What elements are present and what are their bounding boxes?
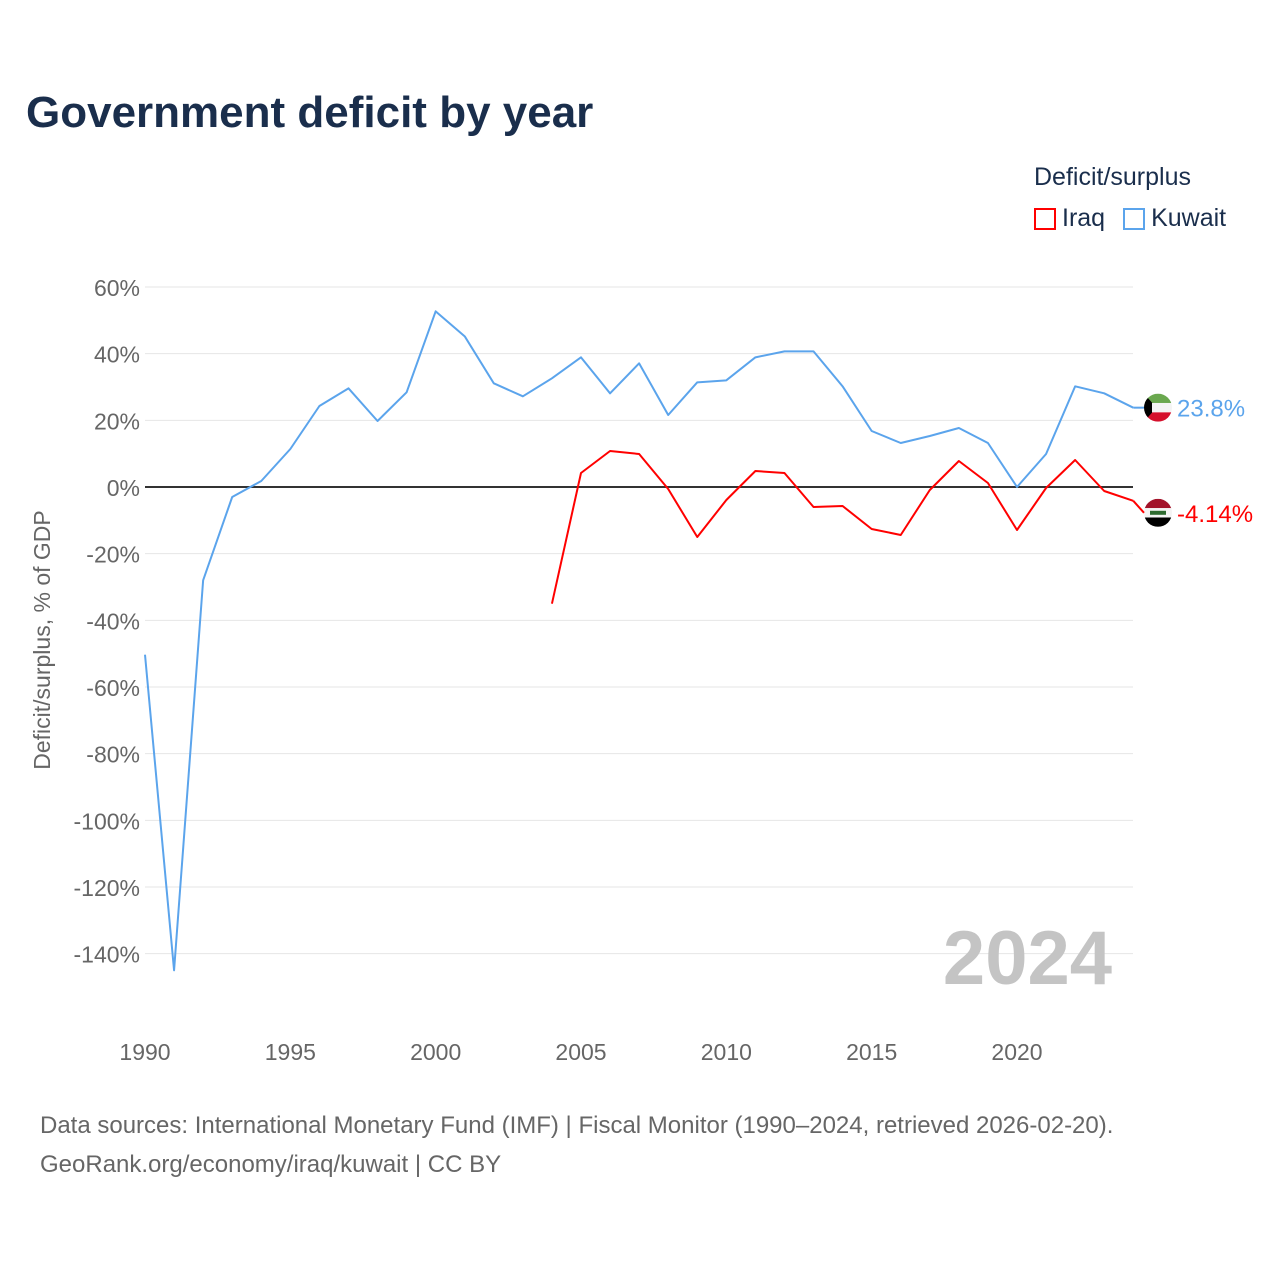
y-tick-label: -140%: [74, 942, 140, 968]
y-tick-label: 0%: [107, 475, 140, 501]
flag-body: [1144, 498, 1172, 527]
flag-emblem: [1150, 510, 1166, 515]
x-tick-label: 1990: [119, 1039, 170, 1065]
end-label-iraq: -4.14%: [1177, 501, 1253, 528]
series-line-iraq: [550, 450, 1134, 604]
y-tick-label: -60%: [86, 675, 140, 701]
flag-kuwait-icon: [1144, 393, 1172, 422]
y-tick-label: -40%: [86, 608, 140, 634]
flag-body: [1144, 393, 1172, 422]
footer: Data sources: International Monetary Fun…: [40, 1106, 1113, 1184]
y-tick-label: -120%: [74, 875, 140, 901]
end-connector: [1132, 500, 1145, 514]
footer-link[interactable]: GeoRank.org/economy/iraq/kuwait | CC BY: [40, 1151, 502, 1178]
legend-title: Deficit/surplus: [1034, 163, 1191, 191]
y-tick-label: 20%: [94, 408, 140, 434]
legend-label-iraq: Iraq: [1062, 204, 1106, 232]
legend-swatch-kuwait: [1123, 207, 1146, 230]
flag-stripe: [1144, 393, 1172, 404]
flag-iraq-icon: [1144, 498, 1172, 527]
y-tick-label: 40%: [94, 342, 140, 368]
chart-title: Government deficit by year: [26, 88, 594, 137]
legend: Iraq Kuwait: [1034, 204, 1226, 233]
flag-stripe: [1144, 402, 1172, 413]
flag-stripe: [1144, 412, 1172, 422]
x-tick-label: 2020: [991, 1039, 1042, 1065]
y-tick-label: -100%: [74, 808, 140, 834]
flag-stripe: [1144, 498, 1172, 509]
x-tick-label: 2010: [701, 1039, 752, 1065]
year-watermark: 2024: [943, 916, 1112, 1001]
flag-stripe: [1144, 517, 1172, 527]
legend-swatch-iraq: [1034, 207, 1056, 230]
end-label-kuwait: 23.8%: [1177, 396, 1245, 423]
x-tick-label: 1995: [265, 1039, 316, 1065]
series-line-kuwait: [144, 310, 1134, 972]
y-tick-label: 60%: [94, 275, 140, 301]
x-tick-label: 2005: [555, 1039, 606, 1065]
legend-item-iraq[interactable]: Iraq: [1034, 204, 1105, 233]
y-tick-label: -20%: [86, 542, 140, 568]
footer-sources: Data sources: International Monetary Fun…: [40, 1112, 1114, 1139]
y-axis-label: Deficit/surplus, % of GDP: [29, 510, 55, 769]
x-tick-label: 2015: [846, 1039, 897, 1065]
legend-item-kuwait[interactable]: Kuwait: [1123, 204, 1226, 233]
x-tick-label: 2000: [410, 1039, 461, 1065]
legend-label-kuwait: Kuwait: [1151, 204, 1227, 232]
flag-trapezoid: [1144, 393, 1152, 422]
y-tick-label: -80%: [86, 742, 140, 768]
